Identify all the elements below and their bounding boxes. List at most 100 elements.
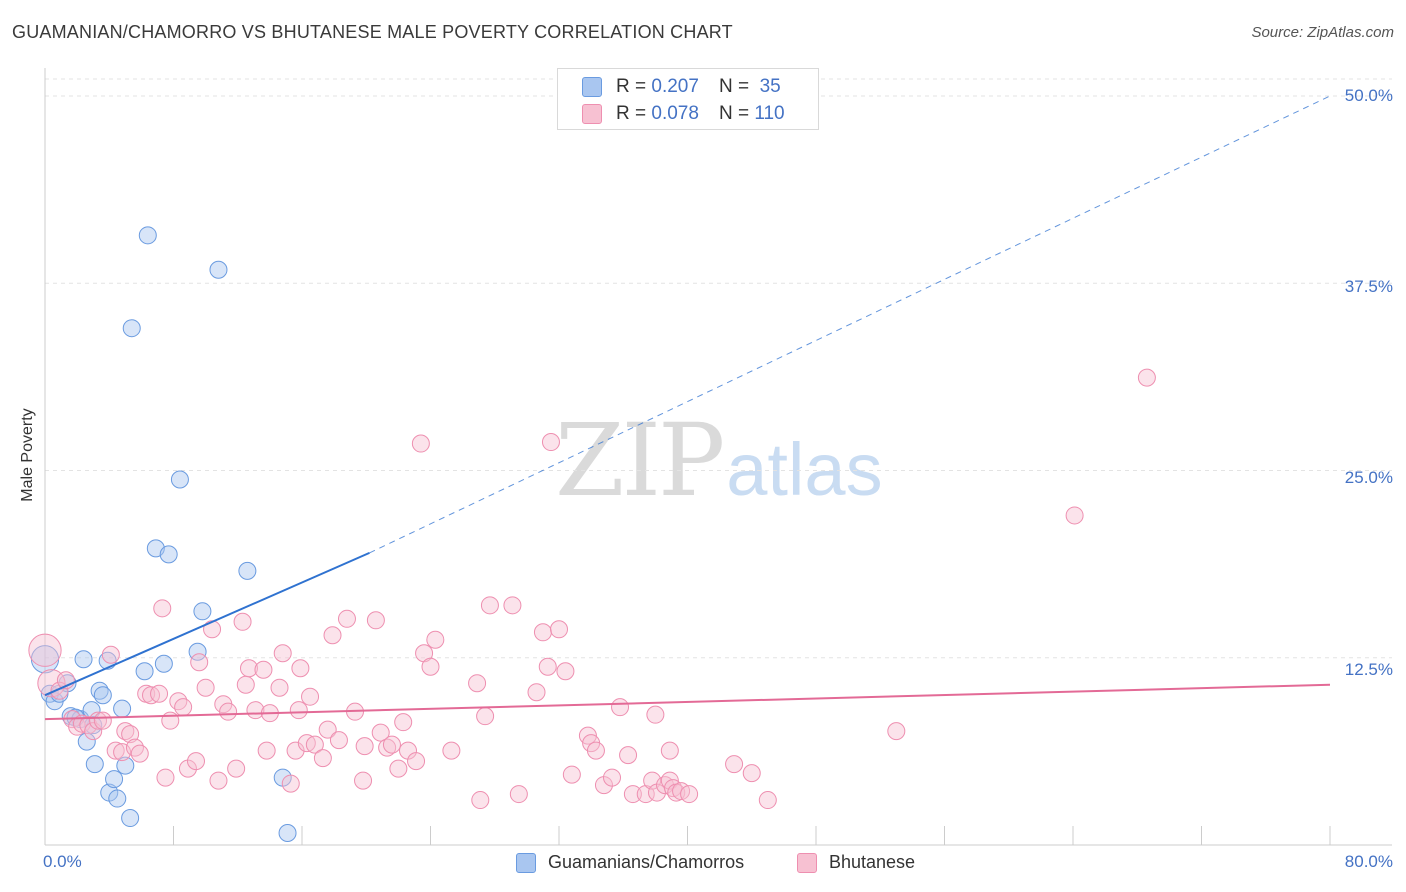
bhutanese-point [503,596,522,615]
bottom-legend-swatch-bhutanese [797,852,817,873]
bhutanese-point [79,716,98,735]
bhutanese-point [378,738,397,757]
bhutanese-point [421,657,440,676]
bhutanese-point [355,737,374,756]
bhutanese-point [426,630,445,649]
bhutanese-point [394,713,413,732]
bhutanese-point [411,434,430,453]
bhutanese-point [130,744,149,763]
bhutanese-point [550,620,568,639]
bhutanese-point [150,684,169,703]
guamanian-point [121,809,140,828]
guamanian-point [135,662,154,681]
bhutanese-point [219,702,238,721]
guamanian-trend-extension [369,95,1331,554]
bottom-legend-guamanian: Guamanians/Chamorros [516,852,744,873]
guamanian-point [85,755,104,774]
bhutanese-point [153,599,172,618]
bhutanese-point [337,609,356,628]
legend-r-label: R = [616,103,647,124]
guamanian-point [74,650,93,669]
bhutanese-point [291,659,310,678]
bhutanese-point [586,741,605,760]
bhutanese-point [286,741,305,760]
bhutanese-point [329,731,348,750]
bhutanese-point [203,620,222,639]
bhutanese-point [93,711,112,730]
bottom-legend-label-guamanian: Guamanians/Chamorros [548,852,745,872]
bhutanese-point [125,738,144,757]
watermark: ZIPatlas [555,402,883,519]
legend-n-label: N = [718,76,750,97]
bhutanese-point [190,653,209,672]
bhutanese-point [174,698,193,717]
bottom-legend-label-bhutanese: Bhutanese [829,852,916,872]
legend-n-value: 35 [759,76,781,97]
bhutanese-point [301,687,320,706]
bhutanese-trend-line [44,683,1331,721]
bhutanese-point [121,725,140,744]
axes [44,68,1392,846]
guamanian-point [122,319,141,338]
bhutanese-point [527,683,546,702]
y-axis-label: Male Poverty [19,408,36,502]
bhutanese-point [533,623,552,642]
bhutanese-point [227,759,246,778]
bhutanese-point [354,771,373,790]
bhutanese-point [313,749,332,768]
bhutanese-point [646,705,665,724]
y-tick-label-37-5: 37.5% [1344,277,1393,296]
bhutanese-point [101,645,120,664]
bhutanese-point [371,723,390,742]
bottom-legend-bhutanese: Bhutanese [797,852,915,873]
bhutanese-point [273,644,292,663]
legend-r-label: R = [616,76,647,97]
bhutanese-point [603,768,622,787]
bhutanese-point [254,660,273,679]
bhutanese-point [281,774,300,793]
bhutanese-point [887,722,906,741]
bhutanese-point [1137,368,1156,387]
bhutanese-point [1065,506,1084,525]
bhutanese-point [366,611,385,630]
guamanian-point [138,226,157,245]
bhutanese-point [289,701,308,720]
bhutanese-point [660,741,679,760]
bhutanese-point [305,735,324,754]
source-label: Source: ZipAtlas.com [1251,24,1394,41]
bhutanese-point [116,722,135,741]
bhutanese-point [257,741,276,760]
bhutanese-point [389,759,408,778]
legend-swatch-bhutanese [582,104,602,124]
guamanian-point [170,470,189,489]
bhutanese-point [186,752,205,771]
legend-r-value: 0.078 [651,103,699,124]
guamanian-point [113,699,132,718]
bhutanese-point [623,785,642,804]
y-tick-label-25: 25.0% [1344,468,1393,487]
legend-swatch-guamanian [582,77,602,97]
guamanian-trend-line [44,551,370,697]
bhutanese-point [538,657,557,676]
chart-title: GUAMANIAN/CHAMORRO VS BHUTANESE MALE POV… [12,22,733,42]
x-tick-label-max: 80.0% [1344,852,1393,871]
guamanian-point [159,545,178,564]
bhutanese-point [619,746,638,765]
bhutanese-point [209,771,228,790]
bhutanese-point [318,720,337,739]
bhutanese-point [246,701,265,720]
bhutanese-point [480,596,499,615]
y-tick-label-12-5: 12.5% [1344,660,1393,679]
bhutanese-point [742,764,761,783]
y-tick-label-50: 50.0% [1344,86,1393,105]
bhutanese-point [89,711,108,730]
bhutanese-point [270,678,289,697]
bhutanese-point [196,678,215,697]
bhutanese-point [468,674,487,693]
bhutanese-point [442,741,461,760]
bhutanese-point [28,633,62,667]
bhutanese-point [233,612,252,631]
guamanian-point [93,686,112,705]
trend-lines [44,95,1331,721]
